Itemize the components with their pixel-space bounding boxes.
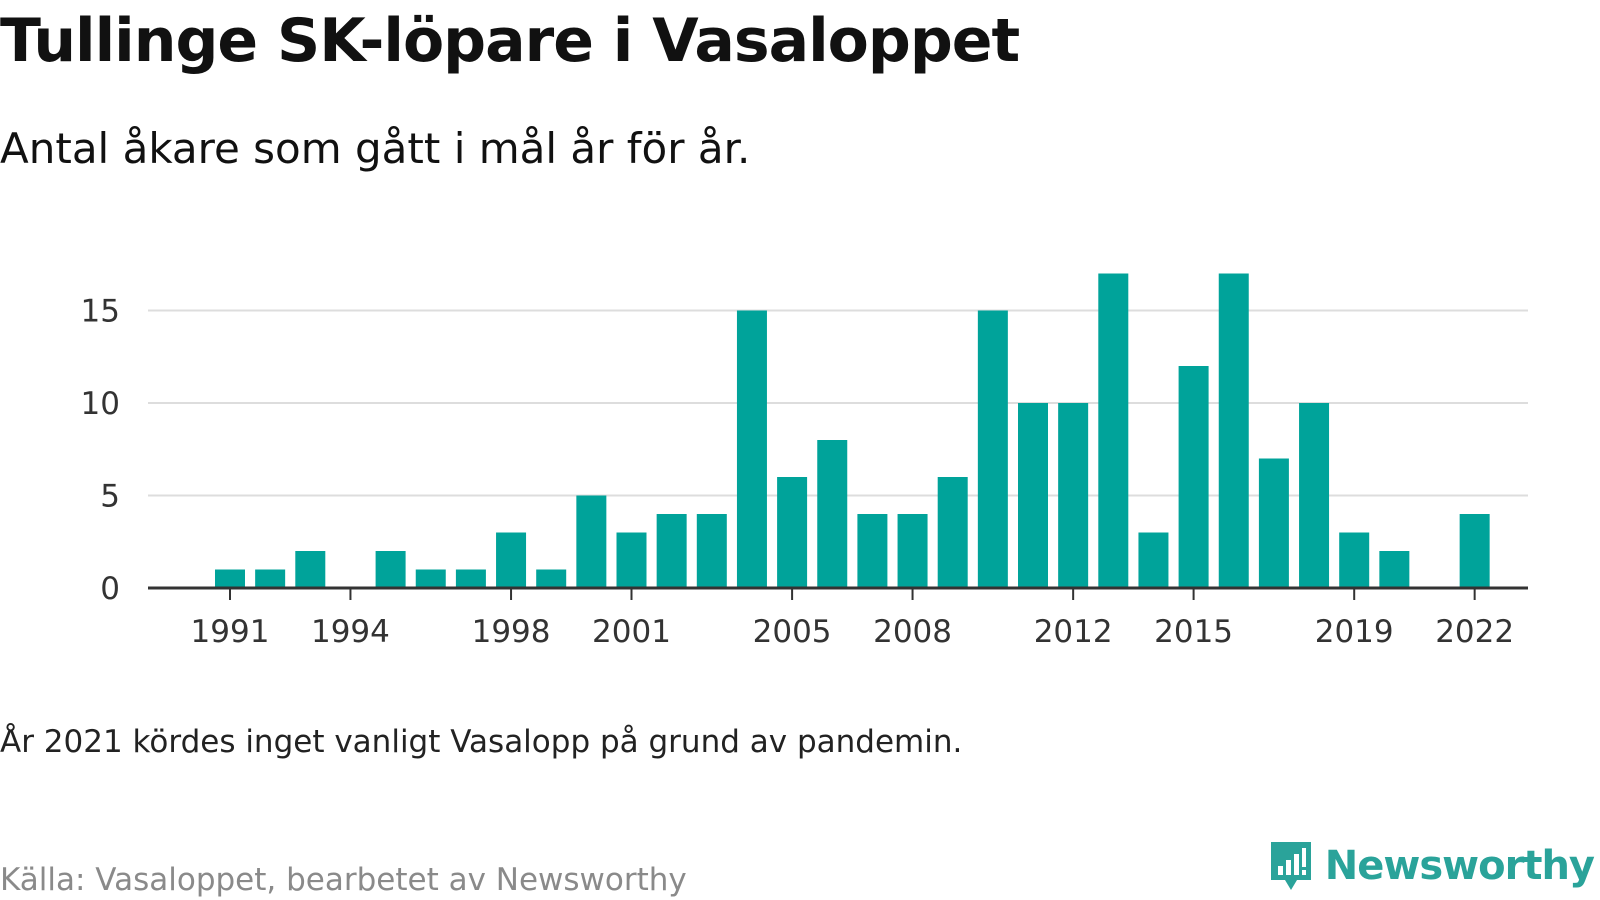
chart-note: År 2021 kördes inget vanligt Vasalopp på… xyxy=(0,724,963,760)
bar-2019 xyxy=(1339,532,1370,588)
bar-2008 xyxy=(897,514,928,588)
x-tick-label: 1991 xyxy=(191,614,270,650)
source-credit: Källa: Vasaloppet, bearbetet av Newswort… xyxy=(0,862,687,898)
bar-2004 xyxy=(736,310,767,588)
bar-2016 xyxy=(1218,273,1249,588)
bar-1998 xyxy=(496,532,527,588)
bar-1997 xyxy=(455,569,486,588)
bar-2020 xyxy=(1379,551,1410,588)
newsworthy-brand: Newsworthy xyxy=(1267,840,1595,892)
bar-chart: 0 5 10 15 1991 1994 1998 2001 2005 2008 2012 2015 20… xyxy=(81,273,1528,650)
bar-2007 xyxy=(857,514,888,588)
bar-2012 xyxy=(1058,403,1089,588)
bar-2000 xyxy=(576,495,607,588)
bar-2011 xyxy=(1018,403,1048,588)
bar-2005 xyxy=(777,477,808,588)
y-tick-label: 15 xyxy=(81,294,120,330)
chart-subtitle: Antal åkare som gått i mål år för år. xyxy=(0,124,751,173)
x-tick-label: 2008 xyxy=(873,614,952,650)
x-tick-label: 2012 xyxy=(1034,614,1113,650)
x-tick-label: 2022 xyxy=(1435,614,1514,650)
bar-2013 xyxy=(1098,273,1129,588)
bar-1992 xyxy=(255,569,286,588)
newsworthy-logo-icon xyxy=(1270,842,1311,890)
bar-2022 xyxy=(1459,514,1490,588)
x-tick-label: 2019 xyxy=(1315,614,1394,650)
bar-2002 xyxy=(656,514,687,588)
bar-2006 xyxy=(817,440,848,588)
bar-2014 xyxy=(1138,532,1169,588)
bar-2018 xyxy=(1299,403,1330,588)
bar-2009 xyxy=(937,477,968,588)
brand-name: Newsworthy xyxy=(1324,843,1595,889)
bar-2017 xyxy=(1258,458,1289,588)
bar-2003 xyxy=(696,514,727,588)
bar-2010 xyxy=(977,310,1008,588)
bar-1991 xyxy=(215,569,245,588)
x-tick-label: 2005 xyxy=(753,614,832,650)
chart-title: Tullinge SK-löpare i Vasaloppet xyxy=(0,6,1020,76)
y-tick-label: 0 xyxy=(100,571,120,607)
x-tick-label: 2001 xyxy=(592,614,671,650)
bar-1995 xyxy=(375,551,406,588)
x-tick-label: 2015 xyxy=(1154,614,1233,650)
bar-2015 xyxy=(1178,366,1209,588)
y-tick-label: 10 xyxy=(81,386,120,422)
bar-1993 xyxy=(295,551,326,588)
x-tick-label: 1994 xyxy=(311,614,390,650)
bar-2001 xyxy=(616,532,647,588)
x-tick-label: 1998 xyxy=(472,614,551,650)
bar-1999 xyxy=(536,569,567,588)
bar-1996 xyxy=(415,569,446,588)
y-tick-label: 5 xyxy=(100,479,120,515)
